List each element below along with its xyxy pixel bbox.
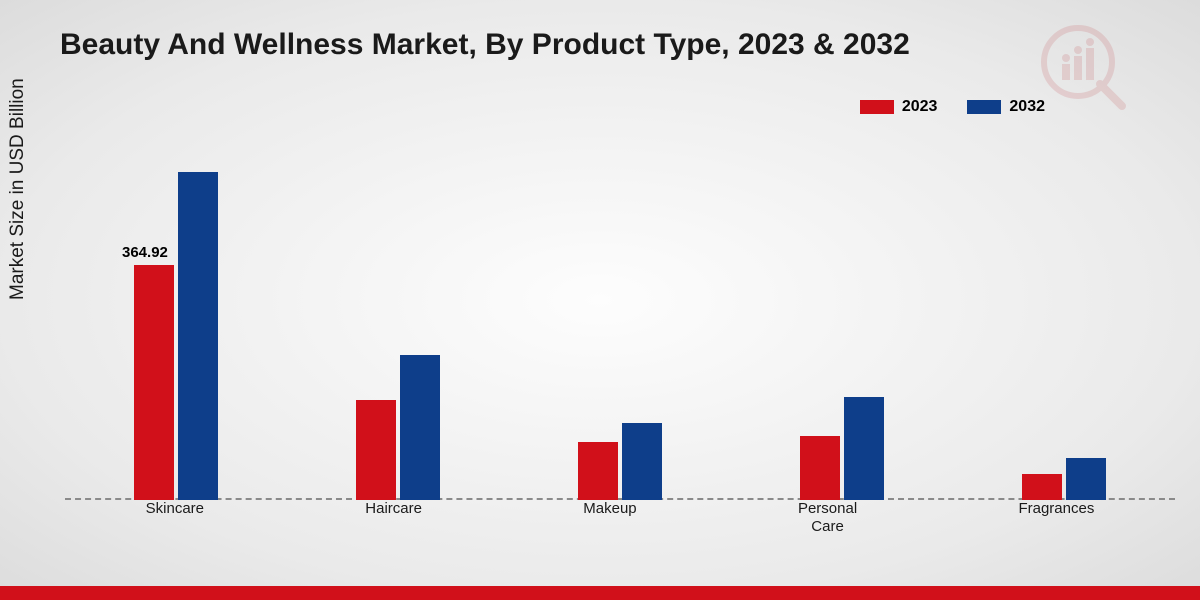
x-label: Makeup [583,500,636,536]
bar-groups: 364.92 [65,140,1175,500]
x-axis-labels: Skincare Haircare Makeup Personal Care Fragr… [65,500,1175,536]
bar-group [356,355,440,500]
footer-bar [0,586,1200,600]
bar-group [800,397,884,500]
legend-swatch-2032 [967,100,1001,114]
bar-2032 [622,423,662,500]
x-label: Personal Care [798,500,857,536]
chart-title: Beauty And Wellness Market, By Product T… [60,28,910,62]
bar-2032 [844,397,884,500]
bar-2023 [134,265,174,500]
bar-group: 364.92 [134,172,218,500]
legend-item-2023: 2023 [860,98,938,116]
x-label: Haircare [365,500,422,536]
value-label: 364.92 [122,244,168,261]
bar-group [1022,458,1106,500]
bar-group [578,423,662,500]
bar-2032 [178,172,218,500]
y-axis-label: Market Size in USD Billion [7,78,29,300]
bar-2032 [400,355,440,500]
legend-label-2032: 2032 [1009,98,1045,116]
plot-area: 364.92 SkincareHaircareMakeupPersonal Ca… [65,140,1175,530]
bar-2032 [1066,458,1106,500]
legend-swatch-2023 [860,100,894,114]
bar-2023 [356,400,396,500]
x-label: Fragrances [1018,500,1094,536]
bar-2023 [800,436,840,500]
bar-2023 [578,442,618,500]
bar-2023 [1022,474,1062,500]
legend-item-2032: 2032 [967,98,1045,116]
watermark-logo [1040,20,1130,115]
legend-label-2023: 2023 [902,98,938,116]
x-label: Skincare [146,500,204,536]
legend: 2023 2032 [860,98,1045,116]
